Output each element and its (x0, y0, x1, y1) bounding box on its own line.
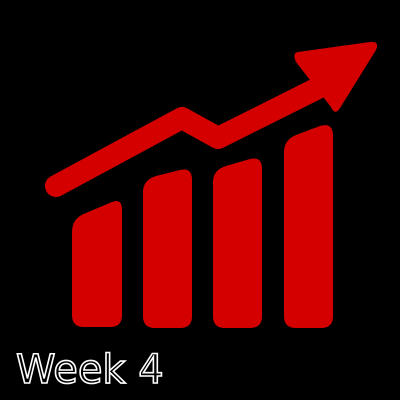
caption: Week 4 (16, 347, 164, 393)
bar (143, 169, 192, 328)
trend-line (45, 77, 329, 197)
bar (284, 125, 333, 328)
growth-icon (45, 41, 378, 328)
bar (213, 158, 262, 328)
bar (72, 201, 122, 327)
arrow-head (294, 41, 378, 112)
